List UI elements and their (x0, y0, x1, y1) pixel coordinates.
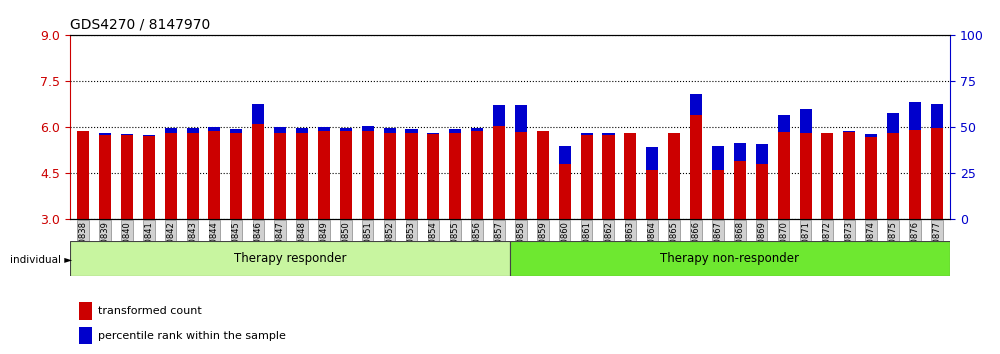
Bar (165, 129, 177, 219)
Bar (362, 126, 374, 131)
Bar (690, 94, 702, 115)
Text: Therapy responder: Therapy responder (234, 252, 346, 265)
Bar (668, 133, 680, 219)
Bar (405, 129, 418, 133)
Bar (187, 129, 199, 219)
Bar (143, 136, 155, 219)
Bar (602, 133, 615, 135)
Bar (800, 109, 812, 133)
Bar (493, 126, 505, 219)
Bar (449, 129, 461, 219)
Bar (187, 129, 199, 133)
Bar (99, 133, 111, 135)
Bar (296, 129, 308, 219)
FancyBboxPatch shape (70, 241, 510, 276)
Bar (865, 134, 877, 219)
Bar (471, 128, 483, 219)
Bar (887, 113, 899, 133)
Text: transformed count: transformed count (98, 306, 202, 316)
Bar (230, 129, 242, 219)
Bar (252, 103, 264, 124)
Bar (318, 127, 330, 131)
Bar (931, 103, 943, 128)
Bar (602, 133, 615, 219)
Bar (362, 126, 374, 219)
Bar (931, 128, 943, 219)
Bar (208, 126, 220, 131)
Bar (712, 146, 724, 219)
Bar (887, 133, 899, 219)
Bar (427, 133, 439, 219)
Bar (734, 143, 746, 161)
Bar (318, 127, 330, 219)
Bar (296, 129, 308, 133)
Bar (581, 133, 593, 219)
Bar (208, 126, 220, 219)
Bar (121, 134, 133, 135)
Bar (165, 129, 177, 133)
Bar (778, 115, 790, 132)
Bar (449, 129, 461, 133)
Bar (756, 144, 768, 164)
Bar (646, 147, 658, 219)
Bar (756, 144, 768, 219)
Bar (79, 327, 92, 344)
Text: GDS4270 / 8147970: GDS4270 / 8147970 (70, 18, 210, 32)
Bar (252, 124, 264, 219)
Bar (581, 133, 593, 135)
Bar (471, 128, 483, 131)
Bar (340, 128, 352, 219)
Bar (909, 102, 921, 130)
Bar (274, 127, 286, 219)
Bar (821, 133, 833, 219)
Bar (690, 115, 702, 219)
Bar (515, 132, 527, 219)
Bar (559, 147, 571, 164)
Bar (493, 105, 505, 126)
Bar (712, 146, 724, 170)
Bar (559, 147, 571, 219)
Bar (646, 147, 658, 170)
Bar (843, 131, 855, 132)
Bar (624, 133, 636, 219)
Bar (121, 134, 133, 219)
Bar (77, 131, 89, 219)
Bar (909, 130, 921, 219)
Bar (340, 128, 352, 131)
Bar (843, 132, 855, 219)
Text: individual ►: individual ► (10, 255, 72, 265)
Text: Therapy non-responder: Therapy non-responder (660, 252, 800, 265)
Bar (515, 105, 527, 132)
Bar (99, 133, 111, 219)
FancyBboxPatch shape (510, 241, 950, 276)
Bar (274, 127, 286, 133)
Bar (734, 143, 746, 219)
Bar (778, 132, 790, 219)
Bar (800, 133, 812, 219)
Bar (865, 134, 877, 137)
Bar (143, 135, 155, 136)
Bar (79, 302, 92, 320)
Bar (230, 129, 242, 133)
Text: percentile rank within the sample: percentile rank within the sample (98, 331, 286, 341)
Bar (384, 128, 396, 133)
Bar (405, 129, 418, 219)
Bar (384, 128, 396, 219)
Bar (537, 131, 549, 219)
